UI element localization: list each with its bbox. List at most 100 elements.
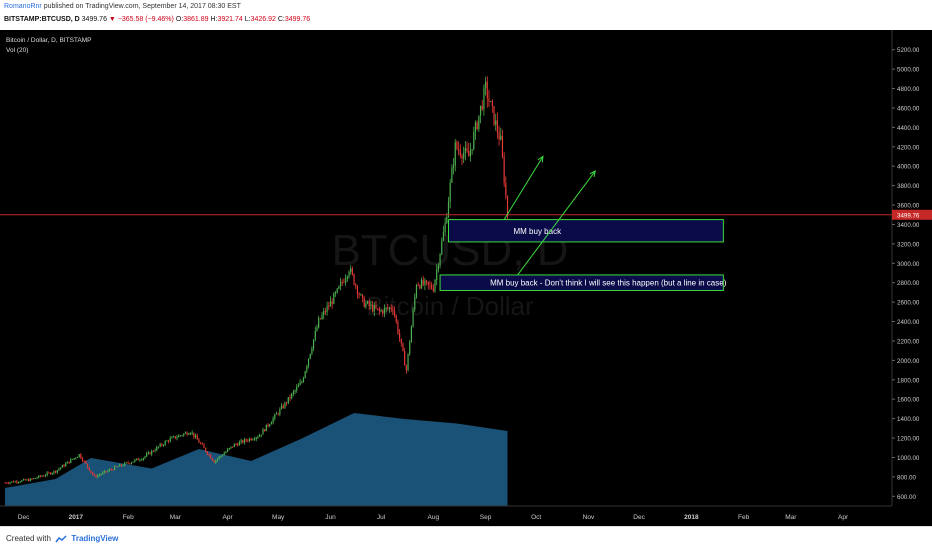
y-tick-label: 3200.00 [897, 241, 920, 248]
candle-body [125, 462, 128, 464]
published-text: published on TradingView.com, September … [43, 3, 241, 10]
x-tick-label: Aug [428, 514, 440, 521]
candle-body [80, 454, 82, 459]
candle-body [41, 475, 43, 477]
open-value: 3861.89 [183, 16, 209, 23]
candle-body [262, 429, 264, 435]
y-tick-label: 3800.00 [897, 183, 920, 190]
candle-body [377, 308, 379, 310]
candle-body [454, 142, 456, 166]
candle-body [469, 150, 472, 157]
buy-zone-box [448, 219, 724, 243]
author-link[interactable]: RomanoRnr [4, 3, 42, 10]
candle-body [21, 480, 23, 482]
candle-body [365, 303, 367, 307]
candle-body [250, 438, 252, 441]
candle-body [230, 446, 232, 449]
candle-body [253, 439, 256, 440]
publish-line: RomanoRnr published on TradingView.com, … [4, 3, 241, 10]
y-tick-label: 1400.00 [897, 416, 920, 423]
candle-body [85, 461, 87, 464]
candle-body [144, 456, 146, 458]
candle-body [36, 477, 38, 479]
candle-body [392, 309, 394, 311]
candle-body [107, 470, 109, 472]
candle-body [210, 454, 212, 459]
y-tick-label: 2200.00 [897, 338, 920, 345]
candle-body [299, 382, 301, 386]
candle-body [341, 282, 343, 284]
candle-body [6, 482, 8, 484]
candle-body [211, 458, 214, 461]
candle-body [402, 343, 404, 351]
candle-body [220, 455, 222, 457]
x-tick-label: Feb [738, 514, 750, 521]
candle-body [108, 469, 111, 471]
candle-body [282, 405, 284, 408]
price-label-box [892, 209, 932, 220]
candle-body [206, 451, 208, 455]
candle-body [117, 466, 119, 468]
candle-body [267, 424, 269, 427]
candle-body [471, 149, 473, 151]
candle-body [292, 391, 294, 394]
candle-body [247, 440, 249, 442]
y-tick-label: 800.00 [897, 474, 916, 481]
candle-body [105, 470, 107, 472]
candle-body [51, 473, 53, 475]
candle-body [31, 478, 33, 480]
x-tick-label: Oct [531, 514, 541, 521]
candle-body [119, 464, 121, 467]
candle-body [151, 450, 153, 455]
candle-body [56, 470, 58, 473]
candle-body [358, 293, 360, 295]
candle-body [343, 282, 345, 284]
candle-body [397, 321, 399, 334]
candle-body [304, 371, 306, 378]
candle-body [53, 470, 55, 474]
candle-body [473, 132, 475, 150]
candle-body [493, 106, 495, 125]
y-tick-label: 1200.00 [897, 436, 920, 443]
candle-body [500, 135, 502, 140]
candle-body [277, 413, 279, 415]
candle-body [16, 481, 18, 483]
candle-body [43, 475, 45, 477]
candle-body [97, 475, 99, 478]
candle-body [375, 305, 377, 309]
candle-body [458, 148, 460, 151]
tradingview-logo-icon [55, 535, 67, 543]
candle-body [333, 293, 335, 304]
y-tick-label: 2400.00 [897, 319, 920, 326]
candle-body [194, 435, 197, 437]
candle-body [201, 443, 203, 445]
candle-body [184, 432, 187, 434]
candle-body [65, 463, 67, 467]
candle-body [189, 433, 192, 435]
tradingview-brand[interactable]: TradingView [71, 534, 119, 543]
candle-body [464, 147, 466, 154]
candle-body [26, 479, 28, 481]
candle-body [11, 481, 13, 483]
candle-body [193, 432, 195, 437]
candle-body [425, 280, 428, 282]
y-tick-label: 3400.00 [897, 222, 920, 229]
candle-body [368, 301, 370, 306]
legend-volume: Vol (20) [6, 47, 29, 54]
candle-body [142, 457, 144, 460]
candle-body [146, 453, 148, 457]
candle-body [130, 462, 133, 464]
candle-body [237, 444, 239, 446]
candle-body [275, 413, 278, 415]
candle-body [314, 330, 316, 340]
candle-body [73, 458, 75, 460]
candle-body [415, 285, 418, 297]
candles [4, 76, 509, 485]
candle-body [336, 288, 338, 293]
candle-body [259, 435, 261, 437]
x-tick-label: 2017 [69, 514, 84, 521]
candle-body [452, 165, 455, 168]
candle-body [248, 438, 251, 441]
candle-body [162, 444, 165, 446]
